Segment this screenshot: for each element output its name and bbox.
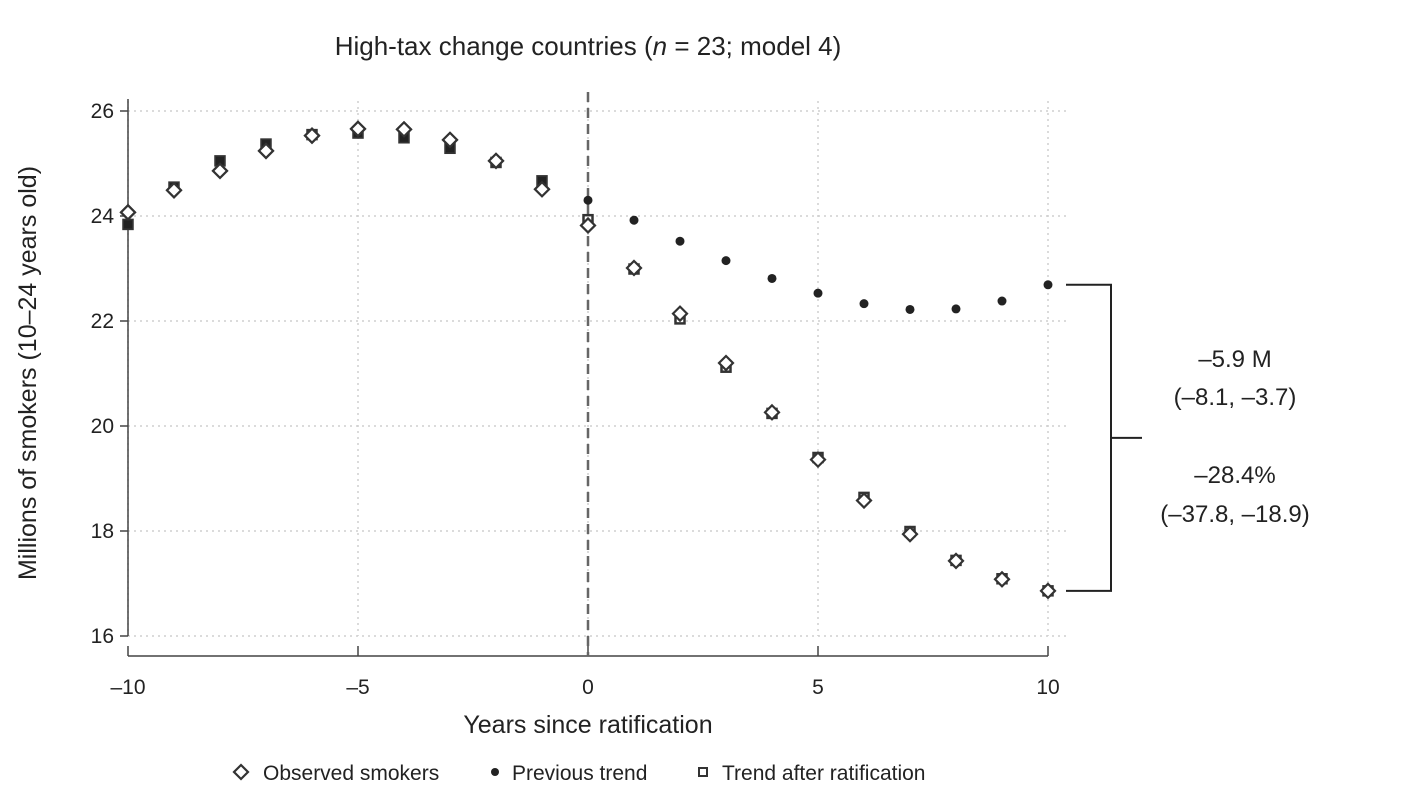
x-tick-label: –5 [346, 676, 369, 699]
legend-label: Trend after ratification [722, 762, 925, 785]
y-tick-label: 20 [91, 415, 114, 438]
y-tick-label: 26 [91, 100, 114, 123]
x-axis-label: Years since ratification [463, 711, 712, 739]
legend-label: Previous trend [512, 762, 647, 785]
y-tick-label: 18 [91, 520, 114, 543]
point-observed-smokers [395, 120, 413, 138]
point-trend-fill [216, 156, 224, 165]
bracket-line [1066, 283, 1112, 592]
point-observed-smokers [1039, 582, 1057, 600]
data-points [119, 120, 1057, 600]
y-tick-label: 24 [91, 205, 115, 228]
y-axis-label: Millions of smokers (10–24 years old) [14, 166, 42, 580]
x-tick-label: 0 [582, 676, 594, 699]
point-observed-smokers [993, 570, 1011, 588]
difference-bracket [1066, 283, 1142, 592]
legend-marker [491, 768, 499, 776]
point-observed-smokers [947, 552, 965, 570]
point-observed-smokers [671, 305, 689, 323]
point-observed-smokers [119, 203, 137, 221]
legend: Observed smokers Previous trend Trend afte… [232, 762, 925, 785]
point-previous-trend [1043, 280, 1053, 290]
point-observed-smokers [257, 142, 275, 160]
point-observed-smokers [487, 152, 505, 170]
point-observed-smokers [211, 162, 229, 180]
grid [127, 101, 1068, 637]
point-previous-trend [905, 304, 915, 314]
point-previous-trend [629, 215, 639, 225]
point-previous-trend [583, 195, 593, 205]
annotation-percent: –28.4% [1194, 462, 1275, 489]
point-observed-smokers [303, 127, 321, 145]
point-previous-trend [721, 256, 731, 266]
title-prefix: High-tax change countries ( [335, 31, 653, 61]
point-previous-trend [997, 296, 1007, 306]
annotation-percent-ci: (–37.8, –18.9) [1160, 501, 1309, 528]
point-observed-smokers [763, 403, 781, 421]
point-previous-trend [951, 304, 961, 314]
legend-label: Observed smokers [263, 762, 439, 785]
y-tick-label: 16 [91, 625, 114, 648]
point-observed-smokers [349, 120, 367, 138]
annotation-difference-ci: (–8.1, –3.7) [1174, 384, 1297, 411]
point-previous-trend [767, 273, 777, 283]
x-tick-label: 5 [812, 676, 824, 699]
point-observed-smokers [165, 181, 183, 199]
point-previous-trend [859, 299, 869, 309]
chart-title: High-tax change countries (n = 23; model… [335, 31, 842, 61]
point-previous-trend [675, 236, 685, 246]
title-suffix: = 23; model 4) [667, 31, 841, 61]
point-observed-smokers [901, 525, 919, 543]
point-observed-smokers [855, 491, 873, 510]
y-tick-label: 22 [91, 310, 114, 333]
point-observed-smokers [717, 354, 735, 372]
point-observed-smokers [809, 451, 827, 469]
point-observed-smokers [625, 259, 643, 277]
title-n: n [653, 31, 667, 61]
legend-marker [232, 763, 250, 781]
axes: 16 18 20 22 24 26 –10 –5 0 5 10 [91, 92, 1060, 699]
point-observed-smokers [533, 180, 551, 198]
point-observed-smokers [441, 131, 459, 149]
point-previous-trend [813, 288, 823, 298]
annotation-difference: –5.9 M [1198, 346, 1271, 373]
legend-marker [698, 767, 708, 777]
x-tick-label: 10 [1036, 676, 1059, 699]
point-observed-smokers [579, 216, 597, 235]
x-tick-label: –10 [110, 676, 145, 699]
point-trend-fill [124, 220, 132, 229]
